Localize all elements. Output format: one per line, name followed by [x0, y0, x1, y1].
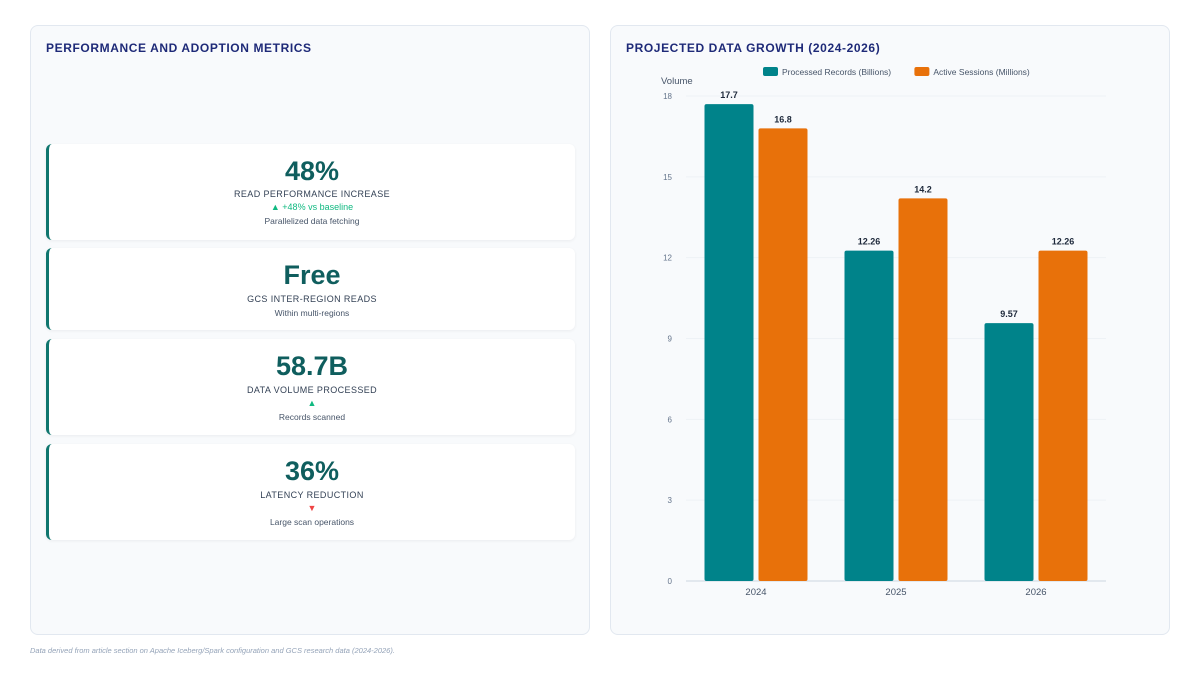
- metric-value: 58.7B: [275, 351, 349, 381]
- metric-card-read-performance: 48% READ PERFORMANCE INCREASE ▲ +48% vs …: [46, 144, 575, 240]
- chart-title: PROJECTED DATA GROWTH (2024-2026): [626, 41, 881, 55]
- footnote: Data derived from article section on Apa…: [30, 646, 395, 655]
- bar: [844, 250, 894, 581]
- metrics-panel: PERFORMANCE AND ADOPTION METRICS 48% REA…: [30, 25, 590, 635]
- metric-label: DATA VOLUME PROCESSED: [246, 385, 378, 395]
- data-label: 16.8: [774, 114, 792, 124]
- metric-value: 48%: [284, 156, 340, 186]
- metric-trend-down-icon: ▼: [307, 503, 317, 513]
- metric-subtext: Within multi-regions: [274, 308, 350, 318]
- legend-label: Active Sessions (Millions): [933, 67, 1030, 77]
- bar: [984, 323, 1034, 581]
- y-tick-label: 6: [668, 415, 673, 424]
- metric-card-latency: 36% LATENCY REDUCTION ▼ Large scan opera…: [46, 444, 575, 540]
- y-tick-label: 18: [663, 92, 672, 101]
- metric-label: GCS INTER-REGION READS: [247, 294, 377, 304]
- data-label: 12.26: [1052, 237, 1075, 247]
- bar: [758, 128, 808, 581]
- metrics-panel-title: PERFORMANCE AND ADOPTION METRICS: [46, 41, 312, 55]
- metric-value: Free: [283, 260, 341, 290]
- data-label: 9.57: [1000, 309, 1018, 319]
- legend-swatch: [914, 67, 930, 76]
- y-tick-label: 9: [668, 335, 673, 344]
- metric-trend-up-icon: ▲: [307, 398, 317, 408]
- metric-value: 36%: [284, 456, 340, 486]
- data-label: 12.26: [858, 237, 881, 247]
- metric-card-gcs-reads: Free GCS INTER-REGION READS Within multi…: [46, 248, 575, 330]
- x-tick-label: 2024: [745, 587, 766, 598]
- y-tick-label: 12: [663, 254, 672, 263]
- legend-label: Processed Records (Billions): [782, 67, 891, 77]
- x-tick-label: 2026: [1025, 587, 1046, 598]
- metric-label: READ PERFORMANCE INCREASE: [233, 189, 391, 199]
- y-tick-label: 15: [663, 173, 672, 182]
- metric-label: LATENCY REDUCTION: [260, 490, 364, 500]
- bar: [1038, 250, 1088, 581]
- bar-chart: 0 3 6 9 12 15 18 Volume Processed Records (Billi…: [661, 67, 1106, 598]
- bar: [898, 198, 948, 581]
- y-tick-label: 0: [668, 577, 673, 586]
- metric-card-data-volume: 58.7B DATA VOLUME PROCESSED ▲ Records sc…: [46, 339, 575, 435]
- data-label: 17.7: [720, 90, 738, 100]
- data-label: 14.2: [914, 184, 932, 194]
- y-axis-label: Volume: [661, 76, 693, 87]
- x-tick-label: 2025: [885, 587, 906, 598]
- metric-trend: ▲ +48% vs baseline: [270, 202, 354, 212]
- metric-subtext: Parallelized data fetching: [264, 216, 360, 226]
- metric-subtext: Large scan operations: [269, 517, 355, 527]
- metric-subtext: Records scanned: [278, 412, 346, 422]
- legend-swatch: [763, 67, 778, 76]
- y-tick-label: 3: [668, 496, 673, 505]
- bar: [704, 104, 754, 581]
- chart-panel: PROJECTED DATA GROWTH (2024-2026) 0 3 6 9 12…: [610, 25, 1170, 635]
